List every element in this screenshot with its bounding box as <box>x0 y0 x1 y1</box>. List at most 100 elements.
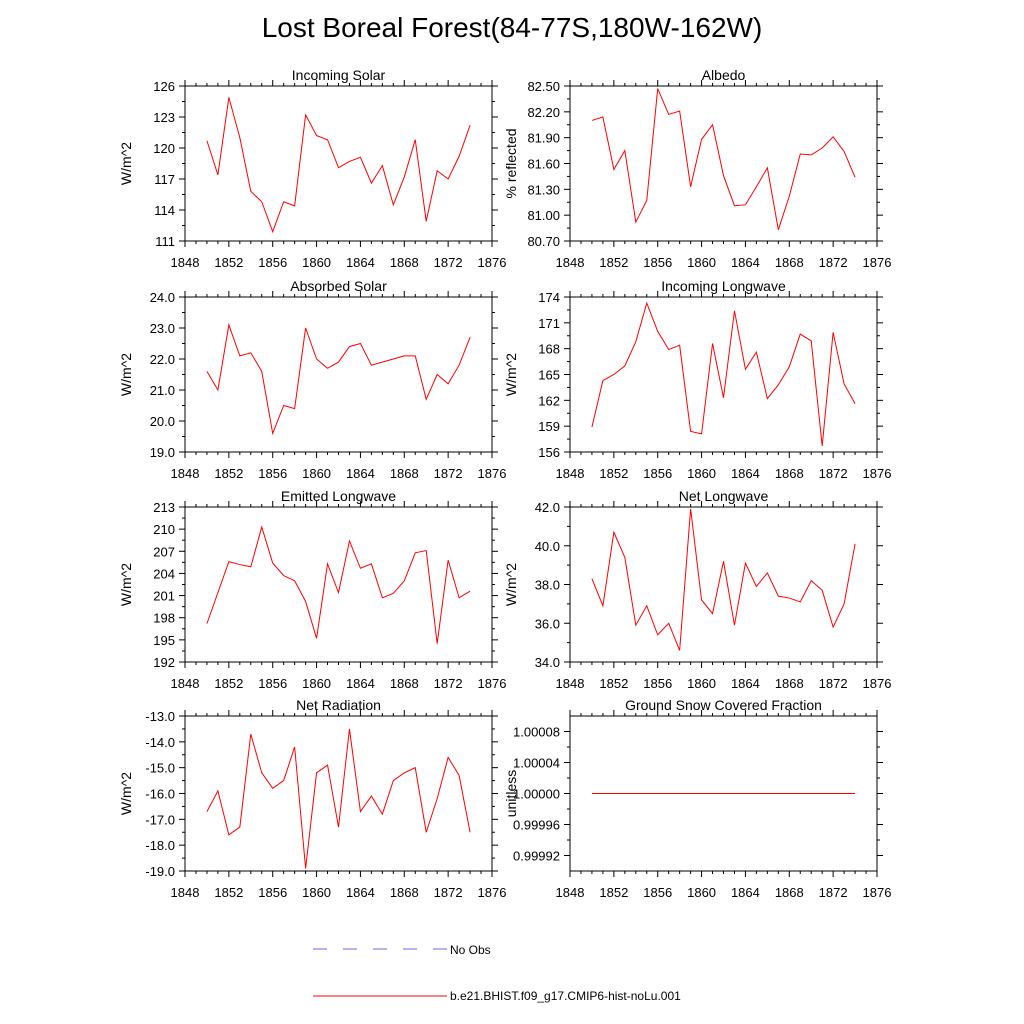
panel-title: Ground Snow Covered Fraction <box>625 697 822 713</box>
x-tick-label: 1864 <box>346 676 375 691</box>
panel-title: Albedo <box>702 67 746 83</box>
y-tick-label: -14.0 <box>145 735 175 750</box>
panel-title: Incoming Longwave <box>661 278 786 294</box>
y-axis-label: unitless <box>503 770 519 817</box>
series-line-albedo <box>591 88 856 230</box>
x-tick-label: 1868 <box>775 676 804 691</box>
x-tick-label: 1876 <box>478 255 507 270</box>
y-tick-label: 204 <box>153 566 175 581</box>
panel-emitted-longwave: Emitted Longwave W/m^2 1848 1852 1856 1860 186… <box>118 488 506 691</box>
x-tick-label: 1864 <box>731 676 760 691</box>
x-tick-label: 1856 <box>258 676 287 691</box>
x-tick-label: 1848 <box>171 885 200 900</box>
x-tick-label: 1848 <box>171 466 200 481</box>
x-tick-label: 1872 <box>434 255 463 270</box>
y-tick-label: 42.0 <box>535 500 560 515</box>
panel-albedo: Albedo % reflected 1848 1852 1856 1860 1864 186… <box>503 67 891 270</box>
x-tick-label: 1868 <box>775 466 804 481</box>
series-line-net-longwave <box>591 508 856 651</box>
plot-frame <box>184 715 493 872</box>
x-tick-label: 1876 <box>863 885 892 900</box>
y-tick-label: 168 <box>538 342 560 357</box>
x-tick-label: 1852 <box>599 255 628 270</box>
x-tick-label: 1856 <box>258 885 287 900</box>
series-line-absorbed-solar <box>206 322 471 436</box>
y-tick-label: 213 <box>153 500 175 515</box>
x-tick-label: 1860 <box>687 466 716 481</box>
y-tick-label: 24.0 <box>150 290 175 305</box>
y-tick-label: 114 <box>154 203 175 218</box>
y-tick-label: -16.0 <box>145 787 175 802</box>
x-tick-label: 1852 <box>599 676 628 691</box>
y-tick-label: 36.0 <box>535 616 560 631</box>
y-tick-label: 165 <box>538 368 560 383</box>
y-tick-label: 174 <box>538 290 560 305</box>
y-tick-label: -13.0 <box>145 709 175 724</box>
y-tick-label: 1.00008 <box>513 725 560 740</box>
x-tick-label: 1848 <box>556 255 585 270</box>
panel-title: Net Longwave <box>679 488 769 504</box>
x-tick-label: 1856 <box>643 466 672 481</box>
x-tick-label: 1856 <box>643 676 672 691</box>
x-tick-label: 1856 <box>643 255 672 270</box>
x-tick-label: 1864 <box>731 885 760 900</box>
plot-frame <box>184 506 493 663</box>
x-tick-label: 1848 <box>556 885 585 900</box>
y-axis-label: W/m^2 <box>503 353 519 396</box>
x-tick-label: 1876 <box>863 255 892 270</box>
y-tick-label: 117 <box>154 172 175 187</box>
y-tick-label: 20.0 <box>150 414 175 429</box>
y-tick-label: 38.0 <box>535 578 560 593</box>
y-tick-label: 171 <box>538 316 560 331</box>
x-tick-label: 1868 <box>775 885 804 900</box>
x-tick-label: 1848 <box>171 255 200 270</box>
plot-frame <box>569 85 878 242</box>
x-tick-label: 1848 <box>556 466 585 481</box>
y-tick-label: 1.00000 <box>513 787 560 802</box>
legend: No Obs b.e21.BHIST.f09_g17.CMIP6-hist-noL… <box>313 943 681 1003</box>
x-tick-label: 1852 <box>214 676 243 691</box>
y-tick-label: 201 <box>153 589 175 604</box>
y-tick-label: -15.0 <box>145 761 175 776</box>
figure-title: Lost Boreal Forest(84-77S,180W-162W) <box>261 12 763 43</box>
y-tick-label: 195 <box>153 633 175 648</box>
series-line-emitted-longwave <box>206 525 471 644</box>
y-tick-label: 23.0 <box>150 321 175 336</box>
x-tick-label: 1860 <box>687 676 716 691</box>
legend-label-no-obs: No Obs <box>450 943 491 957</box>
y-tick-label: 22.0 <box>150 352 175 367</box>
y-tick-label: 120 <box>153 141 175 156</box>
x-tick-label: 1860 <box>302 676 331 691</box>
y-tick-label: 19.0 <box>150 445 175 460</box>
x-tick-label: 1868 <box>390 255 419 270</box>
x-tick-label: 1868 <box>390 466 419 481</box>
panel-net-longwave: Net Longwave W/m^2 1848 1852 1856 1860 1864 186… <box>503 488 891 691</box>
x-tick-label: 1876 <box>478 885 507 900</box>
x-tick-label: 1852 <box>599 466 628 481</box>
y-tick-label: 21.0 <box>150 383 175 398</box>
x-tick-label: 1864 <box>731 255 760 270</box>
y-tick-label: 81.60 <box>527 157 560 172</box>
y-tick-label: -17.0 <box>145 812 175 827</box>
x-tick-label: 1848 <box>556 676 585 691</box>
plot-frame <box>569 296 878 453</box>
plot-frame <box>184 85 493 242</box>
y-tick-label: 123 <box>153 110 175 125</box>
x-tick-label: 1876 <box>863 676 892 691</box>
x-tick-label: 1872 <box>819 885 848 900</box>
x-tick-label: 1852 <box>214 255 243 270</box>
y-tick-label: 40.0 <box>535 539 560 554</box>
y-tick-label: 81.90 <box>527 131 560 146</box>
x-tick-label: 1868 <box>390 676 419 691</box>
panel-title: Absorbed Solar <box>290 278 387 294</box>
panel-net-radiation: Net Radiation W/m^2 1848 1852 1856 1860 1864 18… <box>118 697 506 900</box>
x-tick-label: 1868 <box>775 255 804 270</box>
x-tick-label: 1872 <box>819 255 848 270</box>
y-tick-label: 82.20 <box>527 105 560 120</box>
plot-frame <box>184 296 493 453</box>
x-tick-label: 1860 <box>687 885 716 900</box>
x-tick-label: 1872 <box>819 676 848 691</box>
series-line-incoming-solar <box>206 97 471 234</box>
x-tick-label: 1852 <box>214 466 243 481</box>
x-tick-label: 1852 <box>599 885 628 900</box>
